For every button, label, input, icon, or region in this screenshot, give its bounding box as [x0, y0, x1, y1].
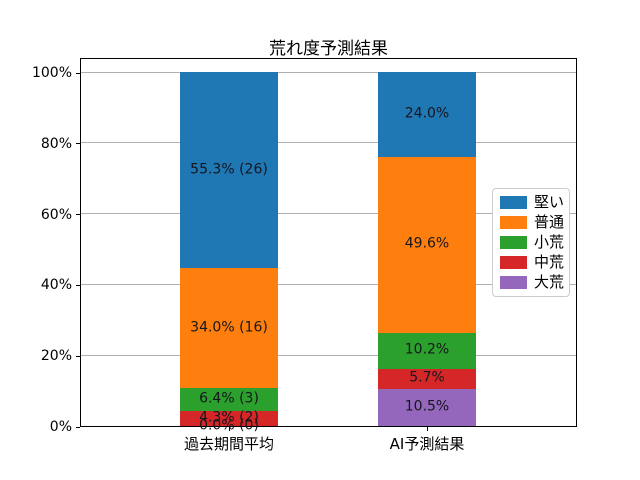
legend-item: 大荒	[500, 272, 565, 291]
y-tick-mark	[76, 143, 80, 145]
gridline	[81, 354, 576, 356]
legend-swatch	[500, 235, 527, 249]
bar-segment-label: 4.3% (2)	[199, 409, 259, 426]
x-tick-label: 過去期間平均	[183, 435, 275, 453]
bar-segment-label: 10.5%	[404, 398, 450, 415]
y-tick-label: 100%	[31, 65, 72, 81]
legend-swatch	[500, 196, 527, 210]
legend-item: 普通	[500, 213, 565, 232]
bar-segment	[378, 156, 476, 333]
gridline	[81, 142, 576, 144]
x-tick-mark	[426, 427, 428, 431]
y-tick-label: 20%	[40, 348, 72, 365]
legend-label: 普通	[534, 213, 565, 232]
legend-item: 堅い	[500, 193, 565, 212]
bar-segment-label: 5.7%	[409, 370, 445, 387]
bar-segment	[180, 410, 278, 426]
bar-segment	[378, 332, 476, 369]
y-tick-mark	[76, 214, 80, 216]
gridline	[81, 213, 576, 215]
bar-segment-label: 24.0%	[404, 105, 450, 122]
bar-segment	[378, 368, 476, 389]
legend-swatch	[500, 275, 527, 289]
bar-segment-label: 34.0% (16)	[190, 319, 268, 336]
y-tick-label: 0%	[49, 419, 72, 435]
bar-segment-label: 49.6%	[404, 236, 450, 253]
bar-segment	[180, 72, 278, 268]
legend-item: 中荒	[500, 252, 565, 271]
gridline	[81, 71, 576, 73]
chart-title: 荒れ度予測結果	[269, 39, 388, 59]
x-tick-label: AI予測結果	[389, 435, 465, 453]
gridline	[81, 283, 576, 285]
y-tick-mark	[76, 72, 80, 74]
legend-label: 中荒	[534, 252, 565, 271]
bar-segment-label: 0.0% (0)	[199, 417, 259, 434]
bar-segment	[378, 72, 476, 157]
y-tick-mark	[76, 426, 80, 428]
x-tick-mark	[228, 427, 230, 431]
legend-swatch	[500, 216, 527, 230]
legend: 堅い 普通 小荒 中荒 大荒	[492, 188, 570, 297]
legend-swatch	[500, 255, 527, 269]
bar-segment	[180, 267, 278, 389]
bar-segment-label: 55.3% (26)	[190, 161, 268, 178]
legend-item: 小荒	[500, 232, 565, 251]
bar-segment	[180, 388, 278, 411]
legend-label: 堅い	[534, 193, 565, 212]
bar-segment	[378, 388, 476, 426]
y-tick-mark	[76, 284, 80, 286]
bar-segment-label: 6.4% (3)	[199, 390, 259, 407]
y-tick-mark	[76, 355, 80, 357]
y-tick-label: 80%	[40, 135, 72, 152]
y-tick-label: 60%	[40, 206, 72, 223]
y-tick-label: 40%	[40, 277, 72, 294]
bar-segment-label: 10.2%	[404, 341, 450, 358]
legend-label: 大荒	[534, 272, 565, 291]
legend-label: 小荒	[534, 232, 565, 251]
